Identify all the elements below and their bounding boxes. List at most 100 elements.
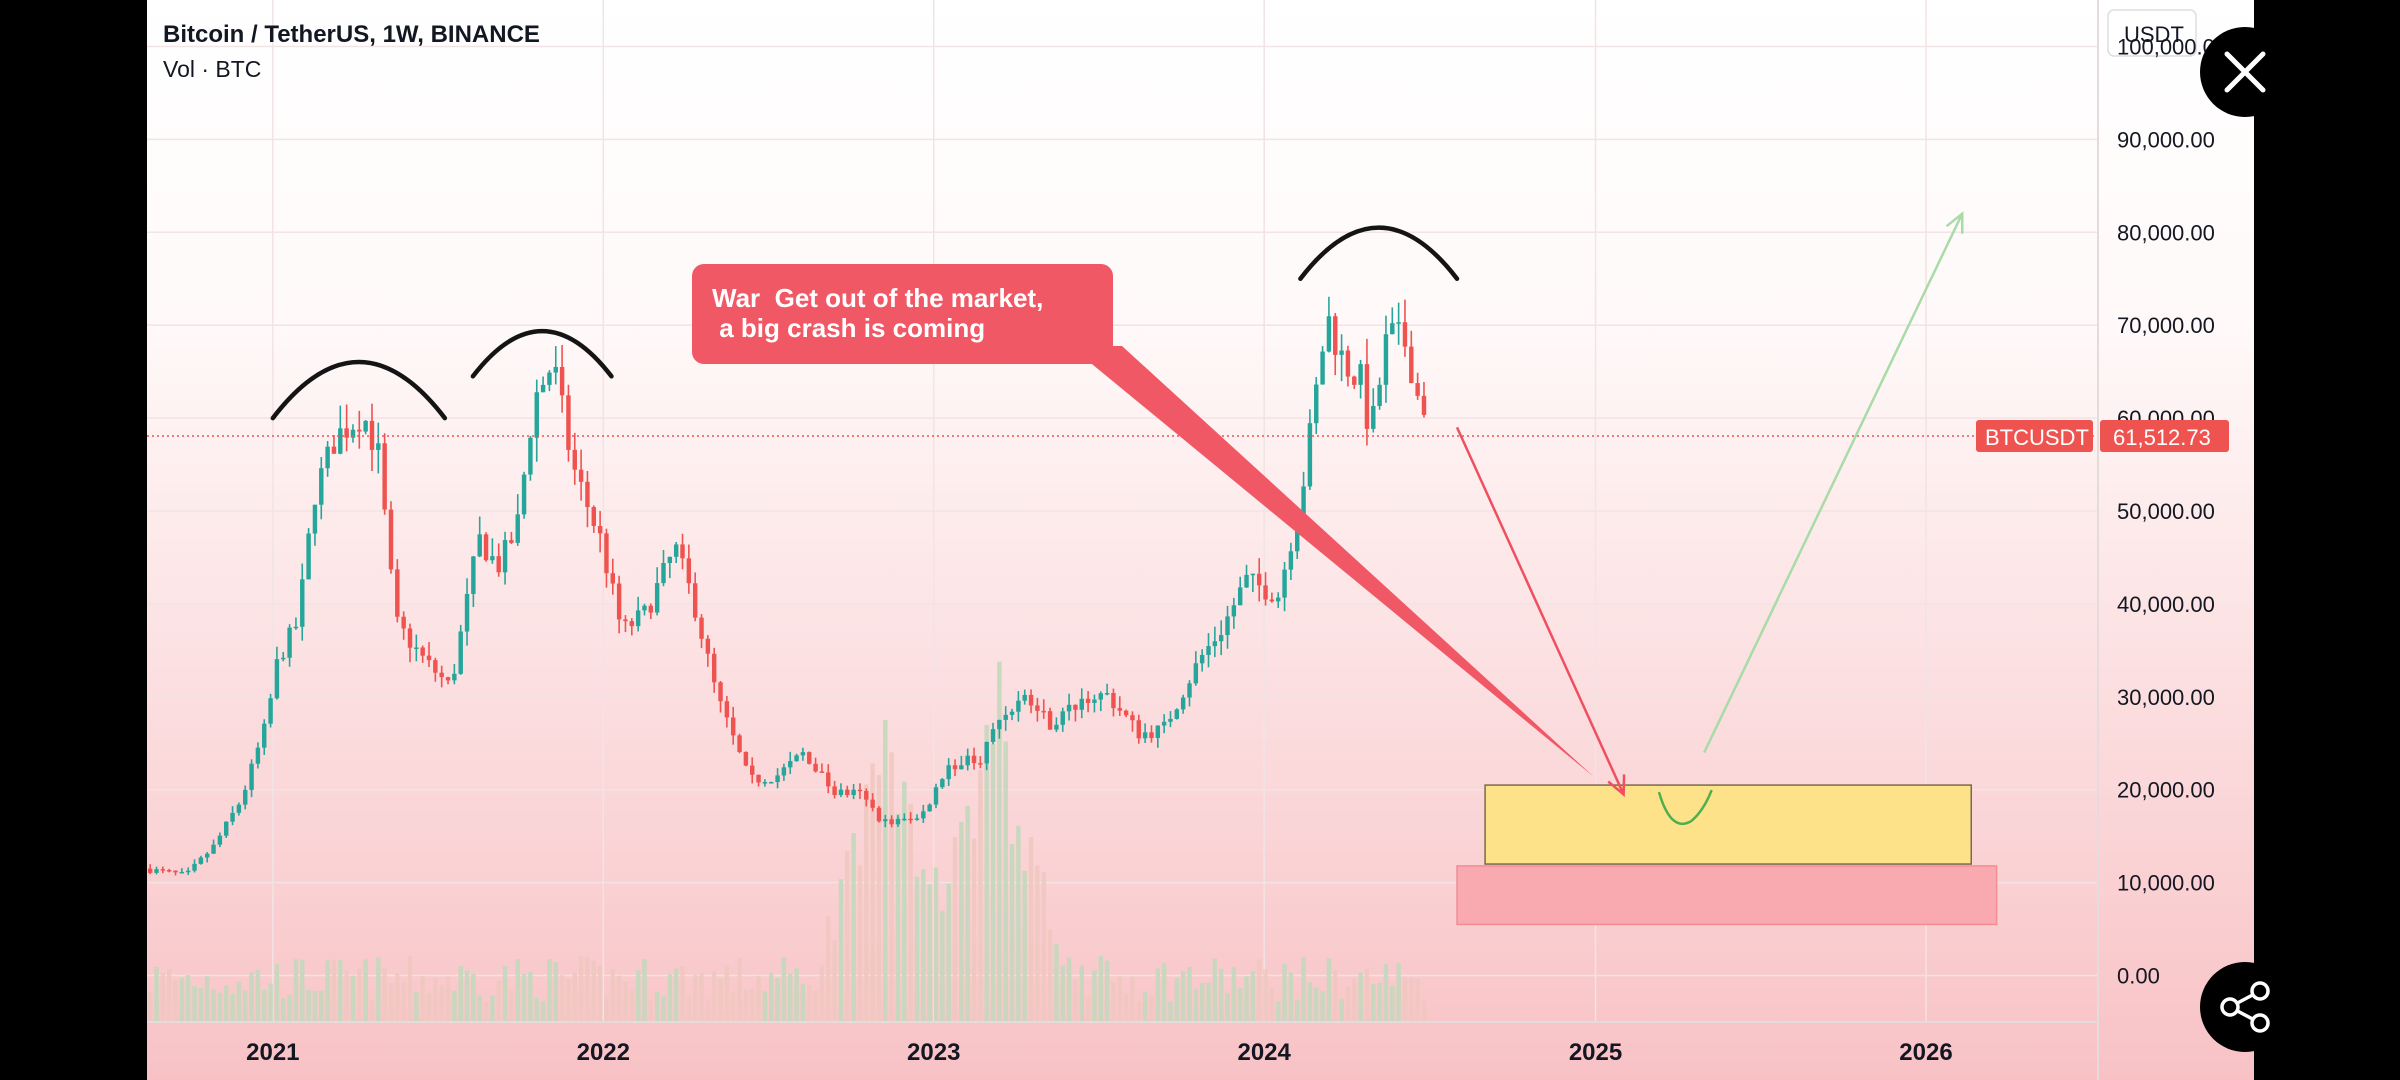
- candle-body: [1326, 316, 1332, 352]
- candle-body: [1377, 384, 1382, 406]
- volume-bar: [724, 965, 730, 1022]
- candle-body: [306, 533, 311, 580]
- volume-bar: [439, 984, 444, 1022]
- candle-body: [705, 638, 711, 654]
- candle-body: [832, 786, 837, 796]
- volume-bar: [496, 980, 501, 1022]
- price-axis-label: 80,000.00: [2117, 220, 2215, 245]
- candle-body: [1104, 692, 1110, 695]
- volume-bar: [1256, 959, 1262, 1022]
- candle-body: [452, 673, 457, 681]
- currency-button-label[interactable]: USDT: [2124, 22, 2184, 47]
- top-arc: [1298, 225, 1460, 281]
- candle-body: [1231, 605, 1237, 617]
- candle-body: [166, 870, 172, 872]
- volume-bar: [401, 982, 406, 1022]
- volume-bar: [895, 813, 901, 1022]
- volume-bar: [1199, 982, 1205, 1022]
- bounce-scribble: [1658, 789, 1713, 826]
- candle-body: [1352, 376, 1357, 385]
- volume-bar: [673, 968, 679, 1022]
- candle-body: [1244, 574, 1249, 588]
- volume-bar: [483, 1001, 489, 1022]
- candle-body: [1237, 587, 1243, 606]
- volume-bar: [1130, 976, 1135, 1022]
- candle-body: [940, 779, 945, 788]
- currency-button[interactable]: USDT: [2107, 9, 2197, 57]
- close-icon[interactable]: [2200, 27, 2290, 117]
- volume-bar: [648, 1000, 654, 1022]
- volume-bar: [1326, 958, 1332, 1022]
- volume-bar: [1402, 976, 1408, 1022]
- volume-bar: [578, 956, 584, 1022]
- volume-bar: [1415, 978, 1420, 1022]
- volume-bar: [1060, 965, 1065, 1022]
- callout-box: [692, 264, 1113, 364]
- top-arc: [270, 359, 448, 421]
- share-button[interactable]: [2200, 962, 2290, 1052]
- candle-body: [534, 392, 539, 438]
- volume-bar: [293, 959, 299, 1022]
- candle-body: [407, 628, 413, 648]
- volume-label: Vol · BTC: [163, 56, 261, 82]
- volume-bar: [832, 939, 837, 1022]
- volume-bar: [1396, 963, 1401, 1022]
- volume-bar: [281, 997, 286, 1022]
- volume-bar: [300, 959, 305, 1022]
- volume-bar: [623, 981, 628, 1022]
- candle-body: [889, 819, 894, 825]
- volume-bar: [756, 975, 761, 1022]
- volume-bar: [490, 995, 495, 1022]
- volume-bar: [1409, 977, 1414, 1022]
- candle-body: [547, 372, 552, 385]
- close-button[interactable]: [2200, 27, 2290, 117]
- candle-body: [420, 647, 425, 656]
- volume-bar: [319, 990, 324, 1022]
- volume-bar: [1054, 943, 1059, 1022]
- volume-bar: [635, 970, 641, 1022]
- volume-bar: [1079, 965, 1084, 1022]
- candle-body: [1339, 350, 1344, 355]
- candle-body: [959, 765, 964, 770]
- volume-bar: [1136, 1000, 1142, 1022]
- candle-body: [458, 631, 463, 674]
- candle-body: [1073, 704, 1078, 710]
- currency-button-box[interactable]: [2107, 9, 2197, 57]
- candle-body: [597, 525, 603, 534]
- candle-body: [1117, 708, 1123, 711]
- candle-body: [471, 556, 476, 594]
- volume-bar: [914, 876, 920, 1022]
- volume-bar: [1320, 991, 1325, 1022]
- volume-bar: [705, 999, 711, 1022]
- candle-body: [946, 765, 951, 780]
- volume-bar: [1193, 988, 1199, 1022]
- candle-body: [401, 616, 406, 629]
- candle-body: [274, 659, 280, 699]
- top-arc: [470, 329, 614, 379]
- candle-body: [914, 818, 920, 820]
- volume-bar: [730, 992, 736, 1022]
- volume-bar: [743, 989, 749, 1022]
- candle-body: [997, 719, 1002, 730]
- volume-bar: [211, 988, 216, 1022]
- volume-bar: [1073, 979, 1078, 1022]
- rebound-arrow: [1703, 213, 1964, 754]
- volume-bar: [870, 763, 875, 1022]
- volume-bar: [306, 990, 311, 1022]
- volume-bar: [1383, 964, 1389, 1022]
- volume-bar: [699, 972, 704, 1022]
- volume-bar: [585, 956, 590, 1022]
- share-icon[interactable]: [2200, 962, 2290, 1052]
- time-axis-label: 2023: [907, 1039, 960, 1066]
- volume-bar: [540, 1001, 546, 1022]
- volume-bar: [1244, 976, 1249, 1022]
- candle-body: [1041, 710, 1046, 713]
- candle-body: [338, 428, 343, 454]
- candle-body: [1168, 718, 1173, 722]
- candle-body: [648, 605, 654, 613]
- price-axis-label: 20,000.00: [2117, 778, 2215, 803]
- candle-body: [477, 534, 482, 557]
- volume-bar: [1206, 982, 1211, 1022]
- volume-bar: [1111, 982, 1116, 1022]
